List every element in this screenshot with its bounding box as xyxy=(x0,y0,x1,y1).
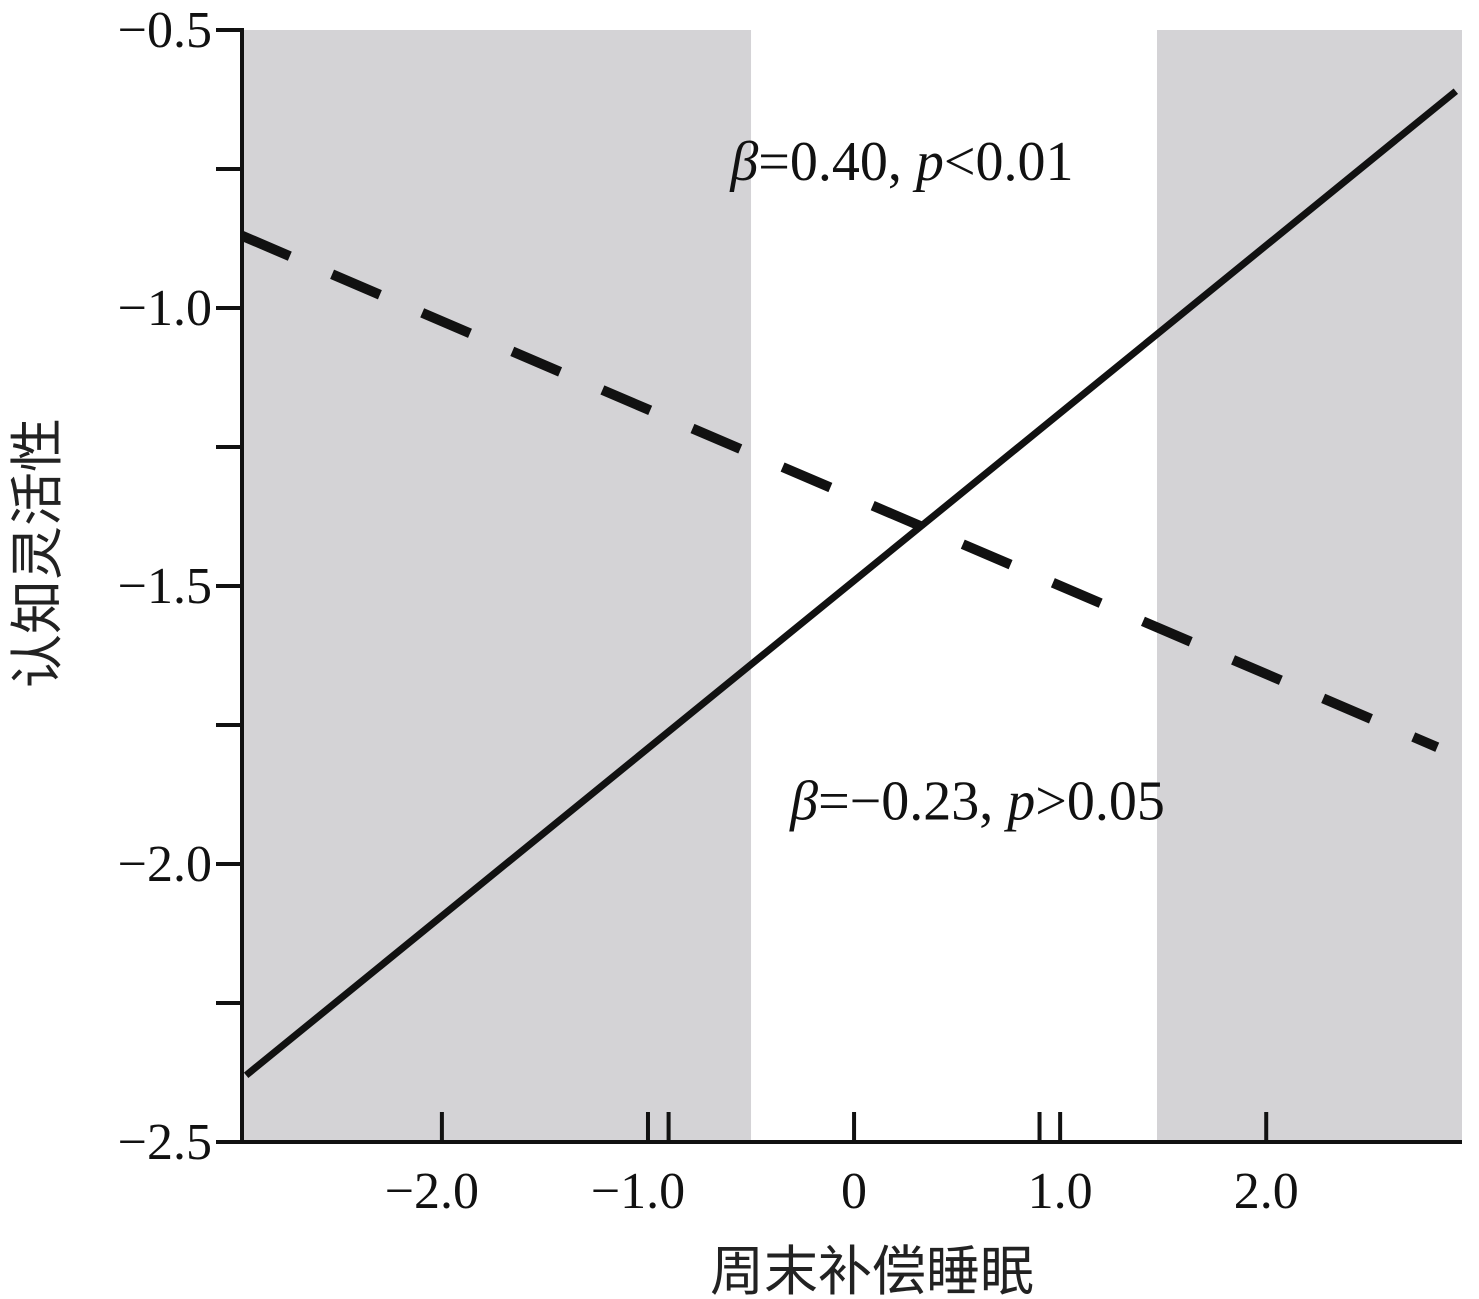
x-tick-label: 2.0 xyxy=(1234,1163,1299,1220)
x-tick-label: −1.0 xyxy=(591,1163,685,1220)
shaded-region-2 xyxy=(1157,30,1462,1142)
shaded-region-1 xyxy=(242,30,752,1142)
shaded-regions xyxy=(242,30,1462,1142)
solid-series-line xyxy=(243,88,1459,1078)
x-tick-label: 1.0 xyxy=(1028,1163,1093,1220)
y-axis-title: 认知灵活性 xyxy=(6,418,69,688)
dashed-series-line xyxy=(240,231,1440,752)
y-tick-label: −2.5 xyxy=(118,1114,212,1171)
ticks: −0.5 −1.0 −1.5 −2.0 −2.5 −2.0 −1.0 0 1.0 2.0 xyxy=(118,2,1299,1220)
annotation-2: β=−0.23, p>0.05 xyxy=(789,771,1165,833)
annotation-1: β=0.40, p<0.01 xyxy=(729,131,1073,193)
y-tick-label: −1.5 xyxy=(118,558,212,615)
annotations: β=0.40, p<0.01 β=−0.23, p>0.05 xyxy=(729,131,1164,832)
y-tick-label: −2.0 xyxy=(118,836,212,893)
y-tick-label: −0.5 xyxy=(118,2,212,59)
y-tick-label: −1.0 xyxy=(118,280,212,337)
x-tick-label: 0 xyxy=(841,1163,867,1220)
series-lines xyxy=(240,88,1459,1078)
x-tick-label: −2.0 xyxy=(385,1163,479,1220)
x-axis-title: 周末补偿睡眠 xyxy=(710,1240,1034,1299)
